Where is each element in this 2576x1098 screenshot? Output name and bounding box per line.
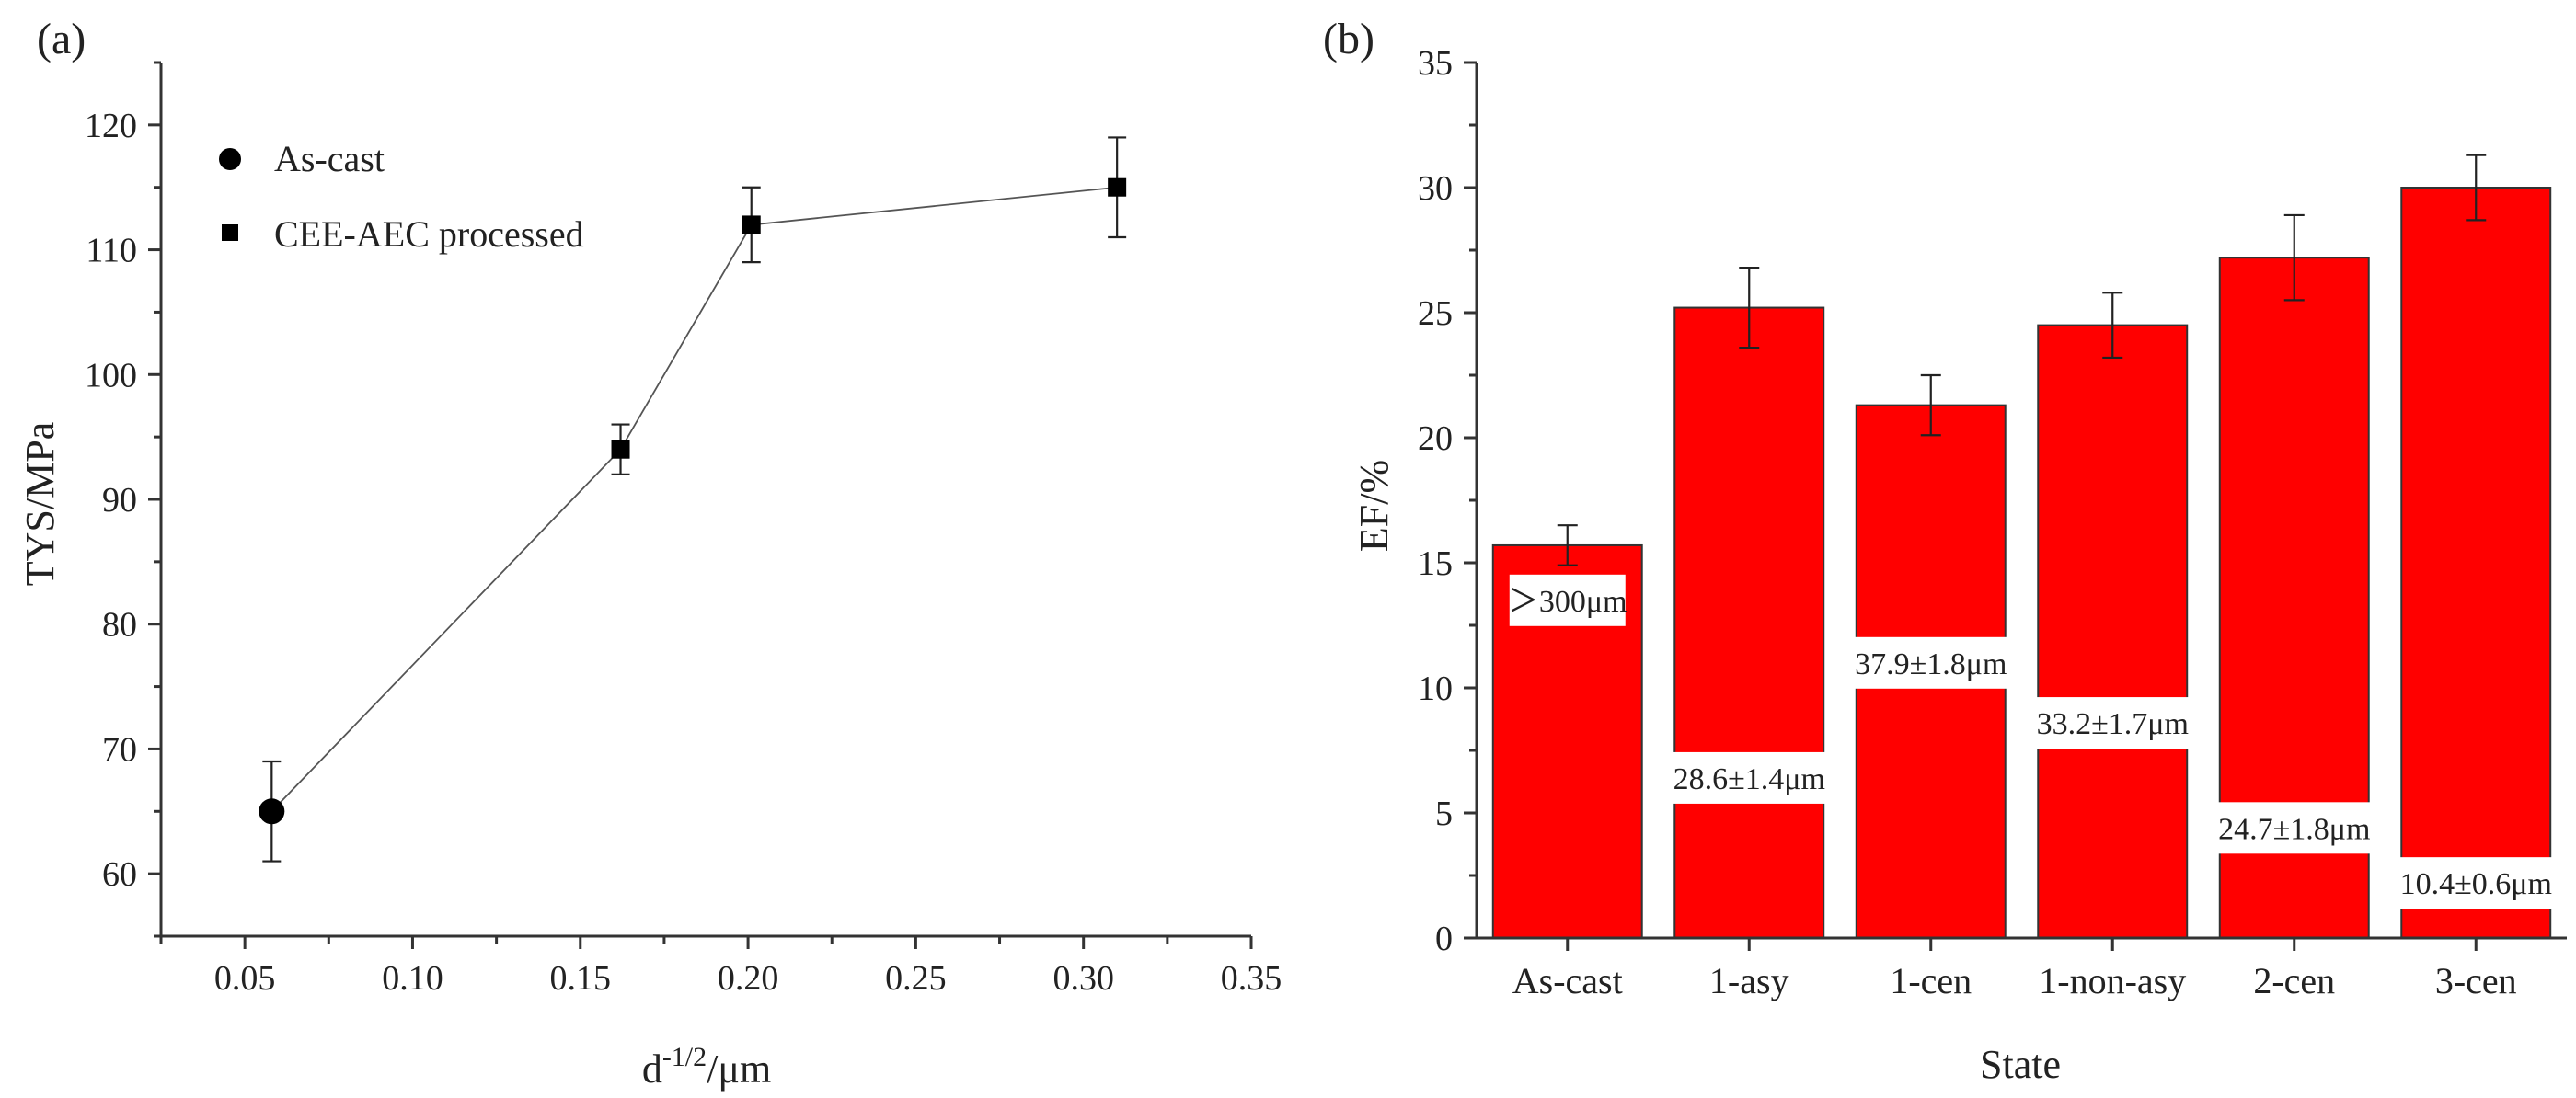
- panel-b-y-axis-label: EF/%: [1351, 460, 1397, 552]
- x-tick-label: 2-cen: [2253, 960, 2335, 1001]
- x-tick-label: 0.20: [718, 959, 779, 998]
- grain-size-label-box: [2034, 697, 2191, 749]
- as-cast-point: [259, 798, 285, 825]
- grain-size-label-box: [1671, 751, 1828, 804]
- x-tick-label: 3-cen: [2435, 960, 2517, 1001]
- legend-square-marker: [222, 224, 238, 241]
- y-tick-label: 15: [1418, 544, 1453, 583]
- y-tick-label: 100: [85, 356, 137, 395]
- y-tick-label: 35: [1418, 44, 1453, 83]
- grain-size-label: 10.4±0.6μm: [2400, 867, 2552, 901]
- bar-1-non-asy: [2037, 324, 2189, 940]
- grain-size-label: 33.2±1.7μm: [2037, 707, 2189, 741]
- y-tick-label: 5: [1435, 795, 1453, 833]
- legend-label-cee-aec: CEE-AEC processed: [274, 213, 584, 255]
- y-tick-label: 60: [102, 855, 137, 894]
- grain-size-label-box: [2215, 802, 2373, 854]
- x-tick-label: 0.10: [382, 959, 443, 998]
- cee-aec-point: [611, 440, 630, 459]
- panel-a: (a) TYS/MPa d-1/2/μm 0.05 0.10 0.15 0.20 0.2…: [17, 15, 1282, 1092]
- grain-size-label-box: [2398, 857, 2555, 909]
- panel-a-label: (a): [37, 15, 86, 63]
- x-tick-label: 0.35: [1221, 959, 1282, 998]
- panel-a-y-axis-label: TYS/MPa: [17, 422, 63, 586]
- x-tick-label: 0.25: [885, 959, 947, 998]
- y-tick-label: 90: [102, 481, 137, 520]
- grain-size-label: 24.7±1.8μm: [2218, 812, 2370, 846]
- x-tick-label: 0.15: [550, 959, 612, 998]
- y-tick-label: 30: [1418, 169, 1453, 208]
- grain-size-label-box: [1852, 636, 2009, 689]
- panel-b-label: (b): [1323, 15, 1374, 63]
- grain-size-label: 37.9±1.8μm: [1855, 647, 2007, 681]
- panel-a-legend: As-cast CEE-AEC processed: [219, 138, 584, 255]
- bar-1-asy: [1673, 306, 1825, 939]
- x-tick-label: As-cast: [1512, 960, 1623, 1001]
- y-tick-label: 10: [1418, 669, 1453, 708]
- x-tick-label: 1-asy: [1709, 960, 1789, 1001]
- grain-size-label: 28.6±1.4μm: [1673, 762, 1825, 796]
- legend-label-as-cast: As-cast: [274, 138, 385, 179]
- cee-aec-point: [1108, 177, 1127, 197]
- y-tick-label: 0: [1435, 920, 1453, 958]
- y-tick-label: 80: [102, 606, 137, 645]
- panel-b: (b) EF/% State ＞300μm 28.6±1.4μm 37.9±1.8μ…: [1323, 15, 2567, 1087]
- y-tick-label: 110: [86, 232, 137, 270]
- panel-b-x-axis-label: State: [1980, 1042, 2061, 1087]
- y-tick-label: 120: [85, 107, 137, 145]
- x-tick-label: 1-non-asy: [2039, 960, 2186, 1001]
- legend-circle-marker: [219, 148, 241, 170]
- x-tick-label: 0.05: [214, 959, 276, 998]
- x-tick-label: 0.30: [1052, 959, 1114, 998]
- bar-3-cen: [2400, 187, 2552, 939]
- grain-size-label: ＞300μm: [1508, 585, 1627, 619]
- tys-connecting-line: [270, 186, 1118, 812]
- cee-aec-point: [742, 215, 761, 234]
- y-tick-label: 70: [102, 730, 137, 769]
- panel-a-x-axis-label: d-1/2/μm: [642, 1042, 771, 1092]
- y-tick-label: 20: [1418, 419, 1453, 458]
- grain-size-label-box: [1509, 574, 1626, 626]
- y-tick-label: 25: [1418, 294, 1453, 333]
- x-tick-label: 1-cen: [1890, 960, 1972, 1001]
